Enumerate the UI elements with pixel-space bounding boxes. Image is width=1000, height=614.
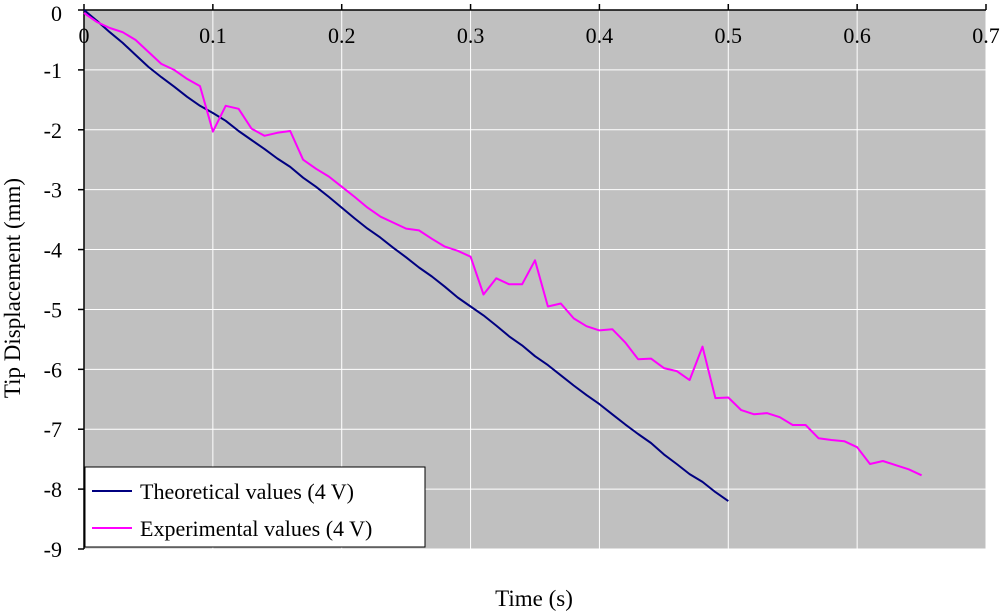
y-tick-label: -4 bbox=[44, 238, 62, 263]
x-tick-label: 0.4 bbox=[586, 23, 614, 48]
x-tick-label: 0.7 bbox=[972, 23, 1000, 48]
legend-label-theoretical: Theoretical values (4 V) bbox=[140, 479, 354, 504]
y-tick-label: -9 bbox=[44, 537, 62, 562]
y-tick-label: -3 bbox=[44, 178, 62, 203]
y-tick-label: -1 bbox=[44, 58, 62, 83]
series-line-experimental bbox=[83, 12, 923, 477]
y-tick-label: -7 bbox=[44, 417, 62, 442]
x-tick-labels: 0 0.1 0.2 0.3 0.4 0.5 0.6 0.7 bbox=[79, 23, 1000, 48]
y-tick-labels: 0 -1 -2 -3 -4 -5 -6 -7 -8 -9 bbox=[44, 1, 62, 562]
y-tick-label: -2 bbox=[44, 118, 62, 143]
y-tick-label: -8 bbox=[44, 477, 62, 502]
x-tick-label: 0.1 bbox=[199, 23, 227, 48]
legend: Theoretical values (4 V) Experimental va… bbox=[84, 466, 426, 548]
x-tick-label: 0 bbox=[79, 23, 90, 48]
x-axis-title: Time (s) bbox=[495, 586, 573, 611]
legend-box bbox=[84, 466, 426, 548]
y-axis-title: Tip Displacement (mm) bbox=[0, 178, 25, 398]
y-tick-label: -5 bbox=[44, 297, 62, 322]
y-tick-label: -6 bbox=[44, 357, 62, 382]
series-line-theoretical bbox=[83, 9, 729, 502]
x-tick-label: 0.3 bbox=[457, 23, 485, 48]
y-tick-label: 0 bbox=[51, 1, 62, 26]
axes bbox=[78, 4, 987, 550]
x-tick-label: 0.5 bbox=[715, 23, 743, 48]
series-layer bbox=[83, 9, 923, 502]
legend-label-experimental: Experimental values (4 V) bbox=[140, 516, 372, 541]
x-tick-label: 0.6 bbox=[843, 23, 871, 48]
x-tick-label: 0.2 bbox=[328, 23, 356, 48]
plot-background bbox=[84, 10, 986, 549]
